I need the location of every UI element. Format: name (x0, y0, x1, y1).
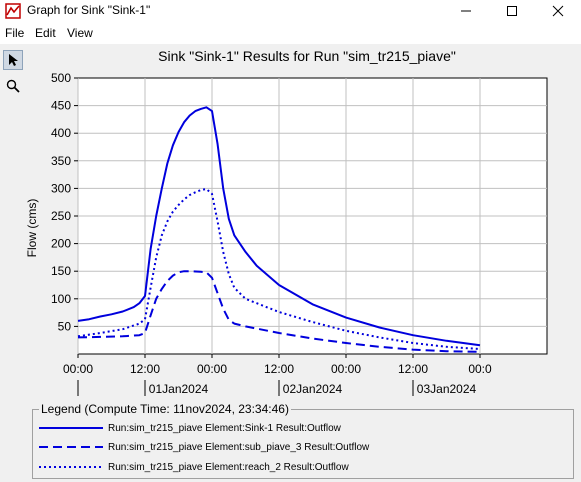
legend-label: Run:sim_tr215_piave Element:sub_piave_3 … (108, 441, 370, 453)
x-tick-label: 00:00 (197, 362, 227, 376)
tool-palette (0, 44, 26, 482)
minimize-icon (461, 10, 471, 12)
x-tick-label: 00:0 (468, 362, 492, 376)
legend-title: Legend (Compute Time: 11nov2024, 23:34:4… (39, 402, 291, 416)
window-titlebar: Graph for Sink "Sink-1" (0, 0, 581, 22)
series-line-2 (77, 270, 481, 353)
date-label: 03Jan2024 (417, 382, 477, 396)
x-tick-label: 00:00 (63, 362, 93, 376)
series-line-3 (77, 188, 481, 350)
legend-label: Run:sim_tr215_piave Element:Sink-1 Resul… (108, 422, 341, 434)
y-tick-label: 400 (51, 126, 71, 140)
series-line-1 (77, 106, 481, 347)
y-tick-label: 250 (51, 209, 71, 223)
zoom-tool-button[interactable] (3, 76, 23, 96)
flow-chart[interactable]: Sink "Sink-1" Results for Run "sim_tr215… (25, 44, 581, 402)
x-tick-label: 12:00 (130, 362, 160, 376)
legend-label: Run:sim_tr215_piave Element:reach_2 Resu… (108, 461, 349, 473)
maximize-icon (507, 6, 517, 16)
chart-panel: Sink "Sink-1" Results for Run "sim_tr215… (25, 44, 581, 402)
minimize-button[interactable] (443, 0, 489, 22)
window-title: Graph for Sink "Sink-1" (27, 3, 151, 17)
y-axis-label: Flow (cms) (26, 199, 39, 258)
y-tick-label: 50 (58, 319, 72, 333)
y-tick-label: 200 (51, 237, 71, 251)
legend-box: Legend (Compute Time: 11nov2024, 23:34:4… (32, 402, 574, 479)
date-label: 02Jan2024 (283, 382, 343, 396)
menu-edit[interactable]: Edit (35, 26, 56, 40)
maximize-button[interactable] (489, 0, 535, 22)
y-tick-label: 300 (51, 181, 71, 195)
arrow-pointer-icon (9, 54, 18, 66)
date-label: 01Jan2024 (149, 382, 209, 396)
y-tick-label: 350 (51, 154, 71, 168)
y-tick-label: 500 (51, 71, 71, 85)
chart-title: Sink "Sink-1" Results for Run "sim_tr215… (158, 48, 456, 64)
y-tick-label: 100 (51, 292, 71, 306)
magnifier-icon (6, 79, 20, 93)
menu-view[interactable]: View (67, 26, 93, 40)
x-tick-label: 12:00 (398, 362, 428, 376)
x-tick-label: 12:00 (264, 362, 294, 376)
series-lines (77, 106, 481, 353)
app-icon (5, 3, 21, 19)
menu-file[interactable]: File (5, 26, 25, 40)
legend-entry-reach-2: Run:sim_tr215_piave Element:reach_2 Resu… (39, 460, 349, 474)
legend-entry-sub-piave-3: Run:sim_tr215_piave Element:sub_piave_3 … (39, 440, 369, 454)
y-tick-label: 450 (51, 99, 71, 113)
x-tick-label: 00:00 (331, 362, 361, 376)
close-icon (552, 5, 564, 17)
select-tool-button[interactable] (3, 50, 23, 70)
legend-entry-sink-1: Run:sim_tr215_piave Element:Sink-1 Resul… (39, 421, 341, 435)
axes: 50 100 150 200 250 300 350 400 450 500 00:00 12:00 0… (51, 71, 492, 396)
menu-bar: File Edit View (0, 22, 581, 44)
legend-panel: Legend (Compute Time: 11nov2024, 23:34:4… (26, 402, 581, 482)
y-tick-label: 150 (51, 264, 71, 278)
close-button[interactable] (535, 0, 581, 22)
